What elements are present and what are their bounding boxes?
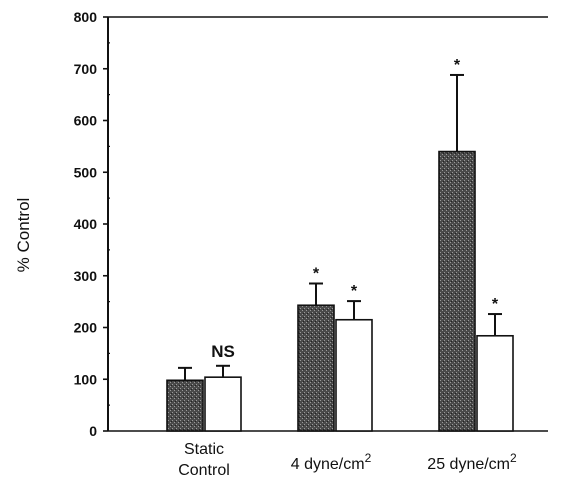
y-tick-label: 0 [89, 423, 97, 439]
y-axis: 0 100 200 300 400 500 600 700 800 [74, 9, 110, 439]
x-tick-label: 25 dyne/cm2 [427, 451, 517, 473]
y-tick-label: 200 [74, 320, 98, 336]
y-tick-label: 400 [74, 216, 98, 232]
bar [335, 318, 373, 432]
bar [166, 379, 204, 432]
x-tick-label: Static [184, 441, 224, 458]
ns-label: NS [211, 342, 235, 361]
y-tick-label: 500 [74, 164, 98, 180]
y-axis-title: % Control [14, 198, 33, 273]
y-tick-label: 300 [74, 268, 98, 284]
significance-marker: * [313, 266, 320, 283]
bar [438, 150, 476, 432]
significance-marker: * [454, 57, 461, 74]
bar [297, 304, 335, 432]
significance-marker: * [351, 283, 358, 300]
x-tick-label: 4 dyne/cm2 [291, 451, 372, 473]
bar [476, 334, 514, 432]
y-tick-label: 600 [74, 113, 98, 129]
significance-marker: * [492, 296, 499, 313]
x-axis: Static Control 4 dyne/cm2 25 dyne/cm2 [178, 441, 517, 479]
annotations: NS * * * * [211, 57, 499, 361]
bar [204, 376, 242, 432]
x-tick-label: Control [178, 462, 230, 479]
bars [166, 73, 514, 432]
y-tick-label: 100 [74, 371, 98, 387]
y-tick-label: 800 [74, 9, 98, 25]
y-tick-label: 700 [74, 61, 98, 77]
